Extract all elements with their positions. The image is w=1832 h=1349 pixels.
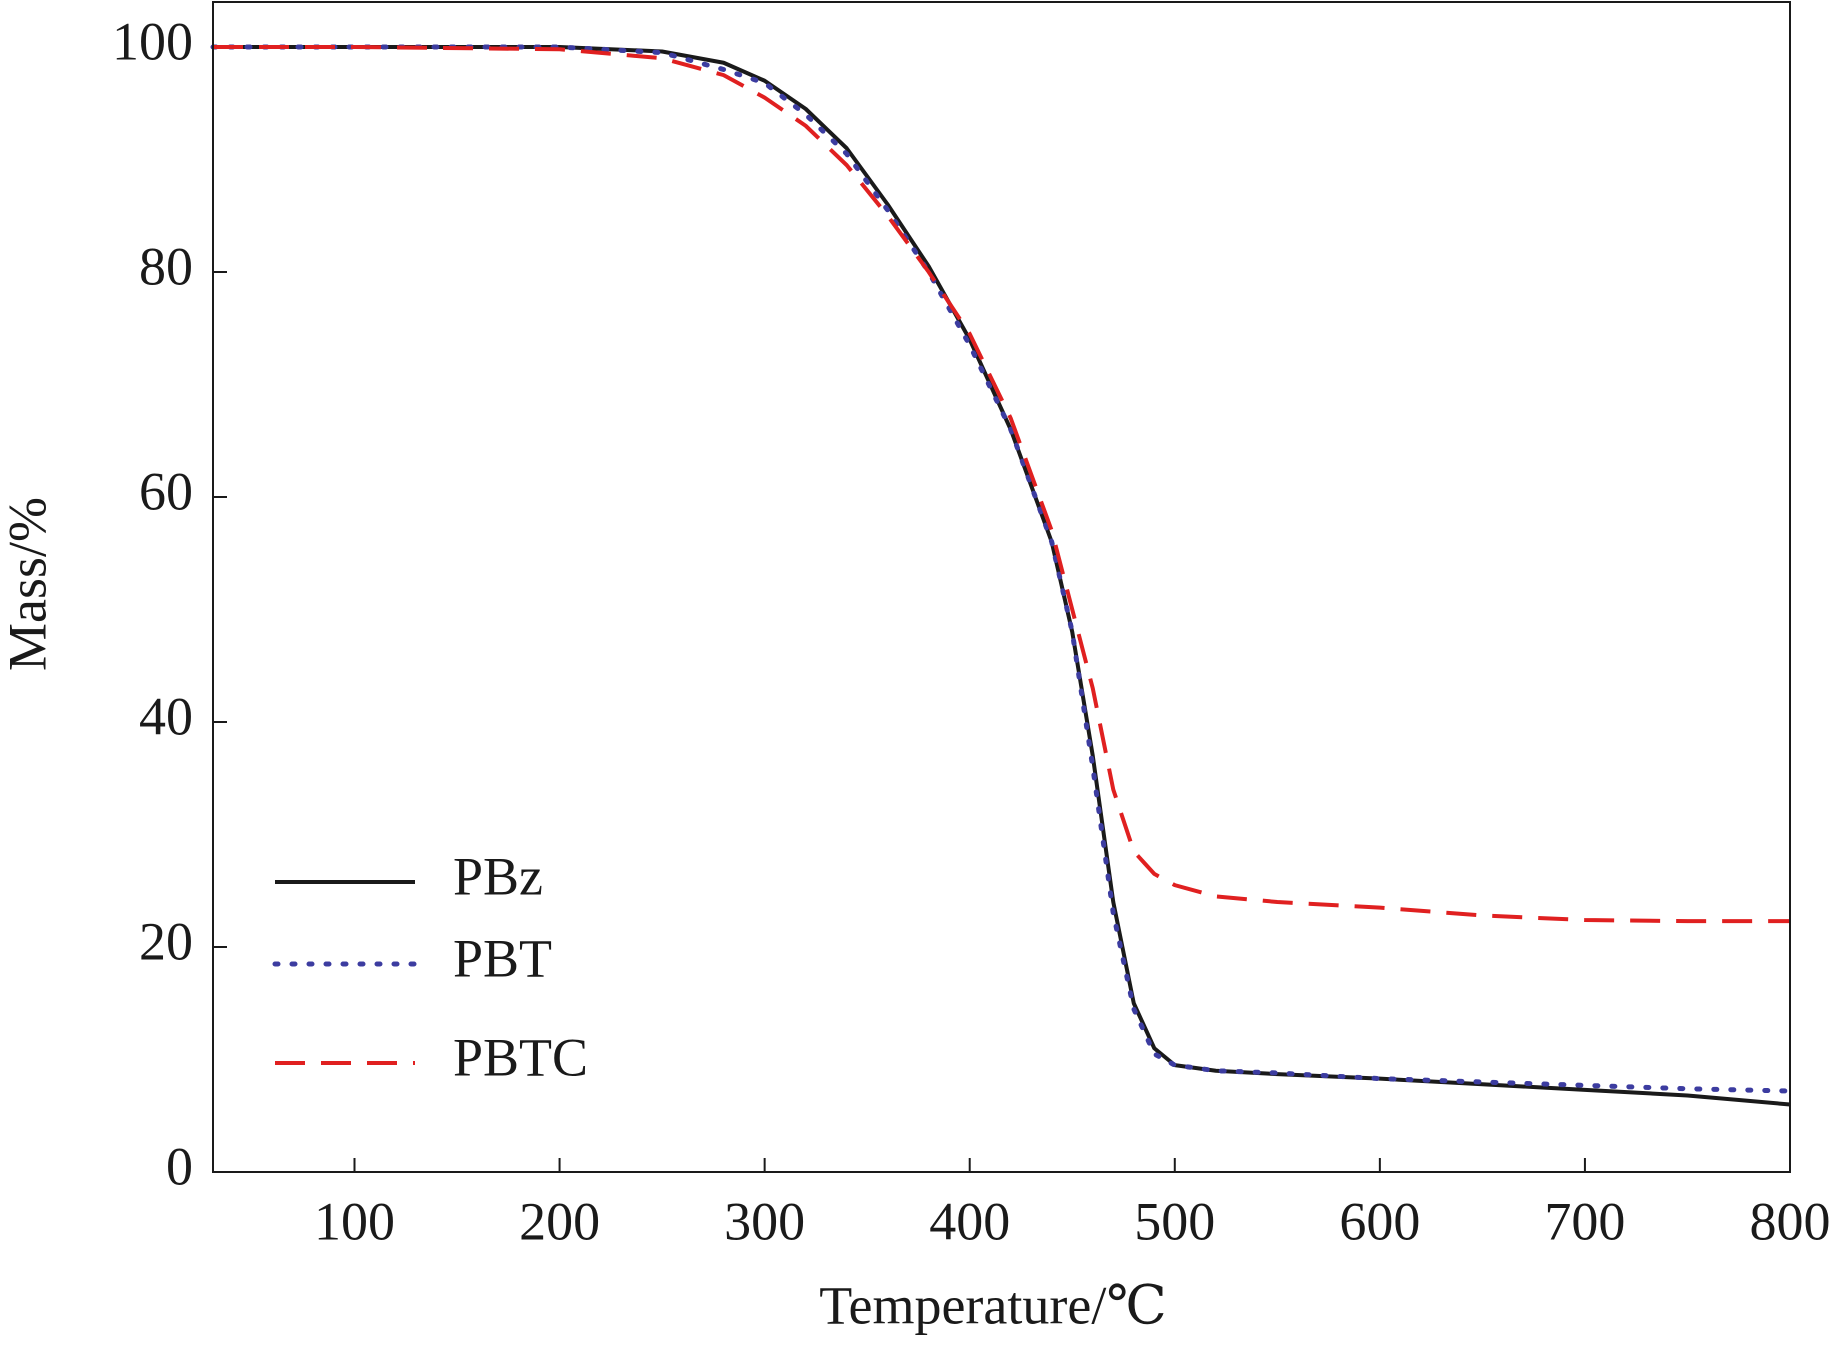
x-tick-label: 400 (929, 1191, 1010, 1251)
x-tick-label: 600 (1339, 1191, 1420, 1251)
y-tick-label: 0 (166, 1136, 193, 1196)
line-series (210, 44, 1793, 1094)
x-tick-label: 100 (314, 1191, 395, 1251)
legend-label: PBz (453, 846, 543, 906)
y-tick-label: 20 (139, 911, 193, 971)
line-series (213, 45, 1790, 924)
legend-label: PBTC (453, 1027, 588, 1087)
y-tick-label: 100 (112, 11, 193, 71)
y-tick-label: 60 (139, 461, 193, 521)
x-tick-label: 500 (1134, 1191, 1215, 1251)
x-tick-label: 200 (519, 1191, 600, 1251)
x-axis-title: Temperature/℃ (819, 1275, 1166, 1335)
y-axis-title: Mass/% (0, 497, 57, 671)
legend-label: PBT (453, 928, 552, 988)
x-tick-label: 300 (724, 1191, 805, 1251)
line-series (213, 45, 1791, 1107)
y-tick-label: 40 (139, 686, 193, 746)
y-tick-label: 80 (139, 236, 193, 296)
plot-frame (212, 1, 1791, 1173)
x-tick-label: 800 (1750, 1191, 1831, 1251)
x-tick-label: 700 (1544, 1191, 1625, 1251)
